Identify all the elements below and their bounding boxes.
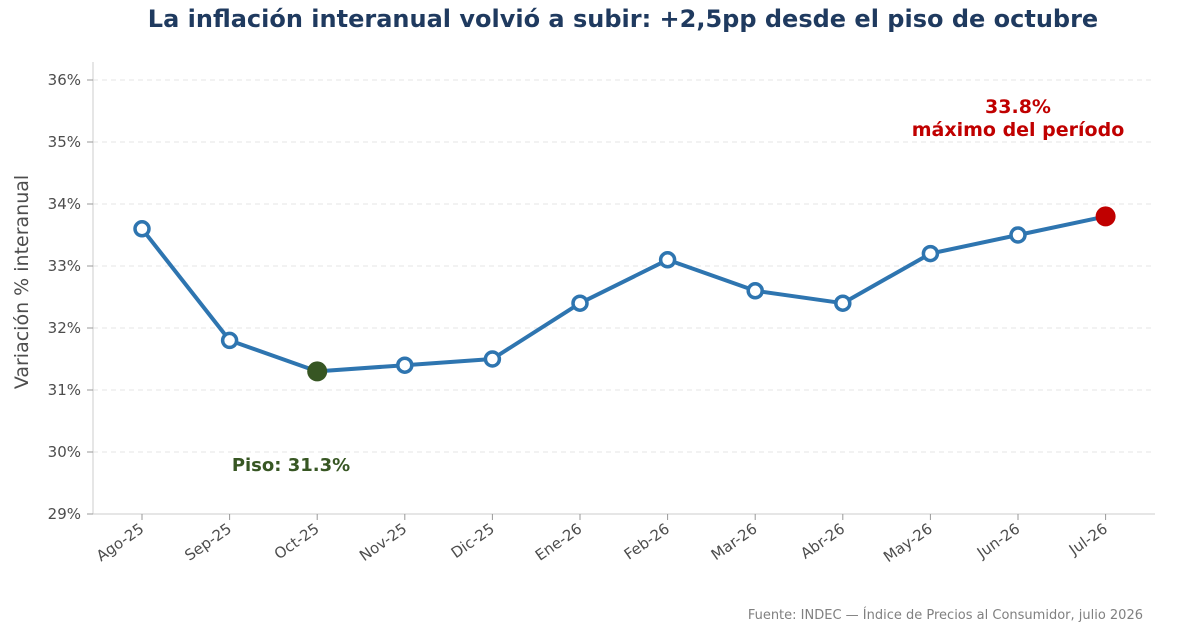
y-tick-label: 31% [48, 381, 81, 399]
min-point-marker [307, 361, 328, 382]
x-tick-label: Dic-25 [448, 520, 498, 563]
data-point [921, 244, 940, 263]
grid-lines [93, 79, 1155, 453]
x-tick-label: Jul-26 [1065, 520, 1111, 560]
data-point [571, 294, 589, 312]
data-point [1009, 226, 1027, 244]
x-ticks: Ago-25 Sep-25 Oct-25 Nov-25 Dic-25 Ene-26 Feb-… [93, 514, 1111, 566]
x-tick-label: Mar-26 [708, 520, 761, 564]
y-tick-label: 29% [48, 505, 81, 523]
data-point [133, 220, 151, 238]
x-tick-label: Jun-26 [973, 520, 1023, 563]
y-tick-label: 35% [48, 133, 81, 151]
y-tick-label: 30% [48, 443, 81, 461]
x-tick-label: May-26 [880, 520, 936, 566]
min-annotation: Piso: 31.3% [232, 455, 350, 476]
chart-title: La inflación interanual volvió a subir: … [148, 5, 1098, 33]
max-annotation-text: máximo del período [912, 119, 1125, 141]
annotations: 33.8% máximo del período Piso: 31.3% [232, 96, 1124, 476]
y-tick-label: 33% [48, 257, 81, 275]
source-note: Fuente: INDEC — Índice de Precios al Con… [748, 607, 1143, 623]
x-tick-label: Sep-25 [181, 520, 235, 565]
y-tick-label: 34% [48, 195, 81, 213]
y-ticks: 29% 30% 31% 32% 33% 34% 35% 36% [48, 71, 93, 523]
max-annotation-value: 33.8% [985, 96, 1051, 118]
max-point-marker [1095, 206, 1116, 227]
data-point [483, 350, 502, 368]
data-point [220, 331, 239, 350]
y-tick-label: 36% [48, 71, 81, 89]
y-axis-label: Variación % interanual [11, 175, 33, 389]
x-tick-label: Abr-26 [797, 520, 848, 563]
y-tick-label: 32% [48, 319, 81, 337]
x-tick-label: Oct-25 [271, 520, 323, 564]
series-layer [133, 206, 1116, 382]
data-point [658, 251, 677, 269]
data-point [834, 294, 852, 312]
data-point [746, 282, 764, 300]
x-tick-label: Feb-26 [621, 520, 673, 564]
data-point [396, 356, 414, 374]
x-tick-label: Ago-25 [93, 520, 147, 566]
x-tick-label: Ene-26 [532, 520, 586, 565]
x-tick-label: Nov-25 [356, 520, 410, 565]
series-line [140, 214, 1108, 374]
